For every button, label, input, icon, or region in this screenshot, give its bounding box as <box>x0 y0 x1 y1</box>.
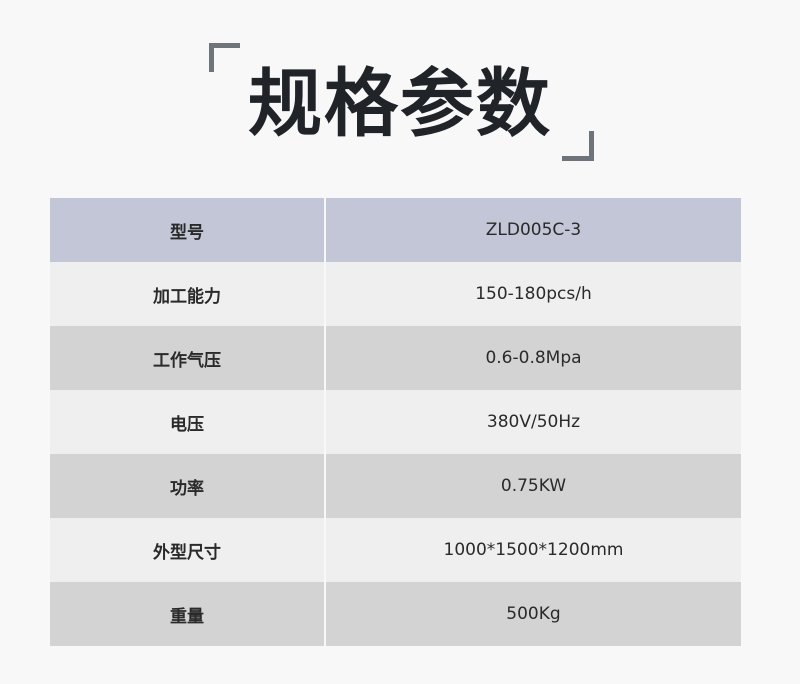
spec-label: 电压 <box>170 414 204 435</box>
spec-label: 工作气压 <box>153 350 221 371</box>
table-row: 工作气压 0.6-0.8Mpa <box>50 326 741 390</box>
spec-label: 功率 <box>170 478 204 499</box>
spec-label: 外型尺寸 <box>153 542 221 563</box>
corner-bracket-top-left <box>209 43 214 72</box>
table-row: 外型尺寸 1000*1500*1200mm <box>50 518 741 582</box>
corner-bracket-top-left <box>209 43 240 48</box>
corner-bracket-bottom-right <box>562 156 594 161</box>
spec-value: 380V/50Hz <box>324 390 741 454</box>
table-row: 加工能力 150-180pcs/h <box>50 262 741 326</box>
table-row: 型号 ZLD005C-3 <box>50 198 741 262</box>
table-row: 电压 380V/50Hz <box>50 390 741 454</box>
spec-label: 重量 <box>170 606 204 627</box>
table-row: 重量 500Kg <box>50 582 741 646</box>
spec-value: 0.6-0.8Mpa <box>324 326 741 390</box>
spec-value: 500Kg <box>324 582 741 646</box>
spec-value: 0.75KW <box>324 454 741 518</box>
spec-value: 1000*1500*1200mm <box>324 518 741 582</box>
spec-value: ZLD005C-3 <box>324 198 741 262</box>
spec-value: 150-180pcs/h <box>324 262 741 326</box>
spec-table: 型号 ZLD005C-3 加工能力 150-180pcs/h 工作气压 0.6-0.8… <box>50 198 741 646</box>
spec-label: 型号 <box>170 222 204 243</box>
corner-bracket-bottom-right <box>589 131 594 161</box>
page-title: 规格参数 <box>248 61 552 147</box>
table-row: 功率 0.75KW <box>50 454 741 518</box>
spec-label: 加工能力 <box>153 286 221 307</box>
